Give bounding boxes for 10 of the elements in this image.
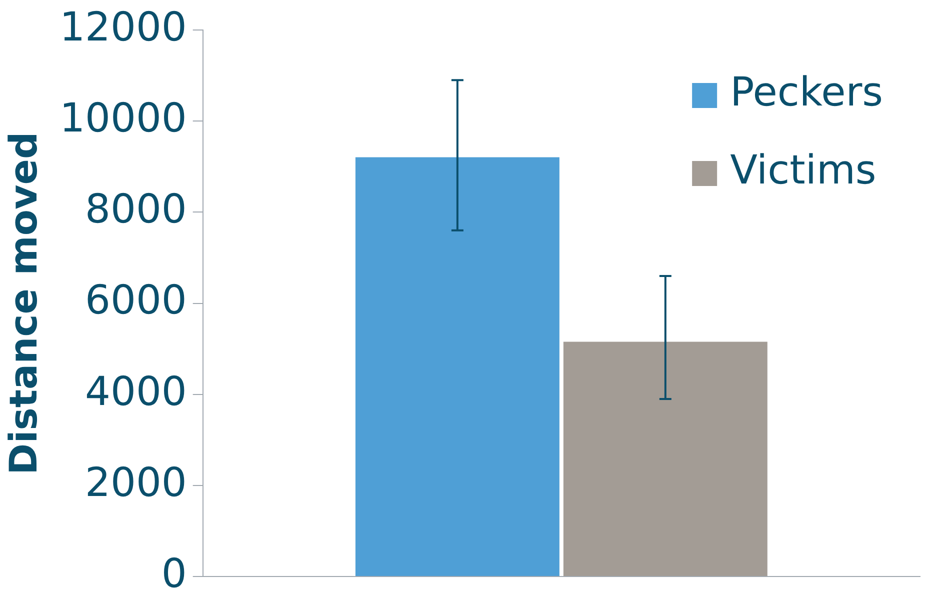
y-axis-title: Distance moved (2, 132, 46, 475)
y-tick-label: 0 (161, 550, 187, 597)
y-tick-label: 2000 (85, 460, 187, 506)
y-tick-label: 4000 (85, 368, 187, 415)
legend-label: Victims (730, 147, 876, 194)
y-tick-label: 6000 (85, 278, 187, 324)
legend-label: Peckers (730, 69, 884, 116)
y-tick-label: 8000 (85, 186, 187, 233)
y-tick-label: 10000 (60, 95, 187, 142)
y-tick-label: 12000 (60, 4, 187, 50)
